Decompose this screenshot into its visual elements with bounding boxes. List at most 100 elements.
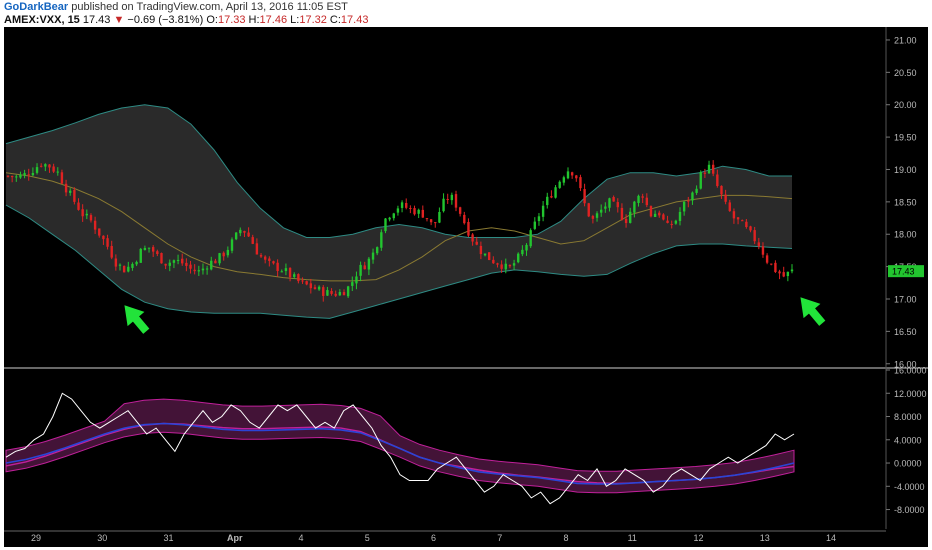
open-label: O: xyxy=(206,14,218,26)
up-arrow-icon-shape xyxy=(800,297,826,326)
osc-tick-label: 8.0000 xyxy=(894,412,922,422)
candle-body xyxy=(284,268,288,272)
candle-body xyxy=(214,260,217,264)
candle-body xyxy=(608,198,611,208)
candle-body xyxy=(716,174,719,186)
candle-body xyxy=(450,194,454,201)
candle-body xyxy=(761,246,765,255)
oscillator-white-line xyxy=(5,392,795,505)
up-arrow-icon xyxy=(124,305,150,334)
candle-body xyxy=(612,197,615,202)
candle-body xyxy=(268,258,271,261)
candle-body xyxy=(251,237,254,244)
candle-body xyxy=(434,222,437,224)
candle-body xyxy=(662,214,665,220)
candle-body xyxy=(355,276,358,284)
low-label: L: xyxy=(290,14,300,26)
candle-body xyxy=(346,286,350,297)
candle-body xyxy=(181,258,184,264)
time-tick-label: 30 xyxy=(97,533,107,543)
candle-body xyxy=(421,209,425,218)
candle-body xyxy=(409,208,412,210)
candle-body xyxy=(396,208,400,213)
candle-body xyxy=(6,175,10,177)
candle-body xyxy=(479,245,483,255)
time-tick-label: 14 xyxy=(826,533,836,543)
candle-body xyxy=(172,260,176,263)
candle-body xyxy=(222,252,225,257)
candle-body xyxy=(98,228,101,236)
chart-canvas[interactable]: 21.0020.5020.0019.5019.0018.5018.0017.50… xyxy=(4,27,928,547)
candle-body xyxy=(670,223,673,225)
candle-body xyxy=(541,205,545,217)
candle-body xyxy=(301,280,304,282)
candle-body xyxy=(649,206,653,217)
candle-body xyxy=(475,241,478,245)
candle-body xyxy=(687,200,690,202)
candle-body xyxy=(583,189,586,204)
candle-body xyxy=(438,211,441,223)
price-tick-label: 21.00 xyxy=(894,35,917,45)
candle-body xyxy=(226,249,230,256)
price-tick-label: 20.00 xyxy=(894,100,917,110)
osc-tick-label: 16.0000 xyxy=(894,366,927,376)
candle-body xyxy=(168,262,171,266)
candle-body xyxy=(201,268,205,271)
candle-body xyxy=(749,226,752,231)
oscillator-cloud xyxy=(5,398,795,494)
candle-body xyxy=(135,261,138,265)
candle-body xyxy=(778,271,781,274)
candle-body xyxy=(234,232,238,240)
candle-body xyxy=(239,229,242,234)
published-text: published on TradingView.com, April 13, … xyxy=(71,1,348,13)
candle-body xyxy=(122,265,126,273)
symbol-label[interactable]: AMEX:VXX, 15 xyxy=(4,14,80,26)
candle-body xyxy=(384,218,387,232)
candle-body xyxy=(89,215,93,221)
price-pane[interactable] xyxy=(4,27,928,529)
oscillator-axis[interactable]: 16.0000 12.0000 8.0000 4.0000 0.0000 -4.0000 -… xyxy=(886,366,927,516)
candle-body xyxy=(85,213,89,216)
candle-body xyxy=(272,261,275,264)
candle-body xyxy=(131,263,134,268)
candle-body xyxy=(454,194,458,208)
price-tick-label: 17.00 xyxy=(894,295,917,305)
price-axis[interactable]: 21.0020.5020.0019.5019.0018.5018.0017.50… xyxy=(886,35,924,369)
candle-body xyxy=(305,281,308,285)
candle-body xyxy=(653,213,657,217)
candle-body xyxy=(504,263,507,270)
author-link[interactable]: GoDarkBear xyxy=(4,1,69,13)
candle-body xyxy=(10,176,14,178)
candle-body xyxy=(741,220,744,222)
candle-body xyxy=(517,253,520,263)
candle-body xyxy=(633,201,636,213)
candle-body xyxy=(27,174,30,176)
candle-body xyxy=(483,253,487,256)
publication-line: GoDarkBear published on TradingView.com,… xyxy=(4,1,348,13)
price-tick-label: 19.00 xyxy=(894,165,917,175)
candle-body xyxy=(579,177,582,189)
candle-body xyxy=(641,196,644,198)
candle-body xyxy=(151,247,155,252)
high-value: 17.46 xyxy=(259,14,288,26)
candle-body xyxy=(413,208,416,215)
candle-body xyxy=(342,292,346,296)
candle-body xyxy=(678,211,682,221)
candle-body xyxy=(537,216,541,222)
candle-body xyxy=(326,290,329,296)
candle-body xyxy=(707,164,711,174)
candle-body xyxy=(322,287,325,296)
candle-body xyxy=(753,230,756,242)
osc-tick-label: -8.0000 xyxy=(894,505,925,515)
symbol-info-line: AMEX:VXX, 15 17.43 ▼ −0.69 (−3.81%) O:17… xyxy=(4,14,368,26)
time-axis[interactable]: 29 30 31 Apr 4 5 6 7 8 11 12 13 14 xyxy=(4,530,886,543)
oscillator-pane[interactable] xyxy=(5,392,795,505)
time-tick-label: 12 xyxy=(693,533,703,543)
candle-body xyxy=(674,220,678,224)
candle-body xyxy=(500,264,503,269)
candle-body xyxy=(205,268,209,270)
candle-body xyxy=(442,198,445,212)
candle-body xyxy=(492,259,495,264)
candle-body xyxy=(467,221,470,236)
candle-body xyxy=(276,262,279,271)
